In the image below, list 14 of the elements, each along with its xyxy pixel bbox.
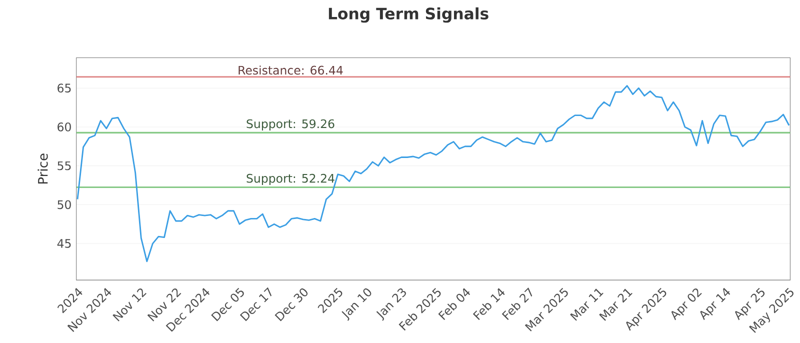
y-tick-label: 55 bbox=[58, 162, 71, 170]
x-tick-label: Dec 30 bbox=[274, 288, 308, 322]
chart-title: Long Term Signals bbox=[328, 8, 488, 23]
x-tick-label: Jan 10 bbox=[342, 288, 372, 321]
ref-line-label: Support: 59.26 bbox=[246, 119, 334, 131]
y-axis-title: Price bbox=[38, 154, 48, 184]
y-tick-label: 50 bbox=[58, 200, 71, 210]
x-tick-label: Jan 23 bbox=[376, 288, 406, 321]
y-tick-label: 65 bbox=[58, 84, 71, 93]
y-tick-label: 45 bbox=[57, 239, 71, 248]
y-tick-label: 60 bbox=[58, 122, 71, 132]
ref-line-label: Support: 52.24 bbox=[246, 174, 334, 186]
line-series bbox=[76, 85, 790, 262]
ref-line-label: Resistance: 66.44 bbox=[238, 66, 343, 75]
